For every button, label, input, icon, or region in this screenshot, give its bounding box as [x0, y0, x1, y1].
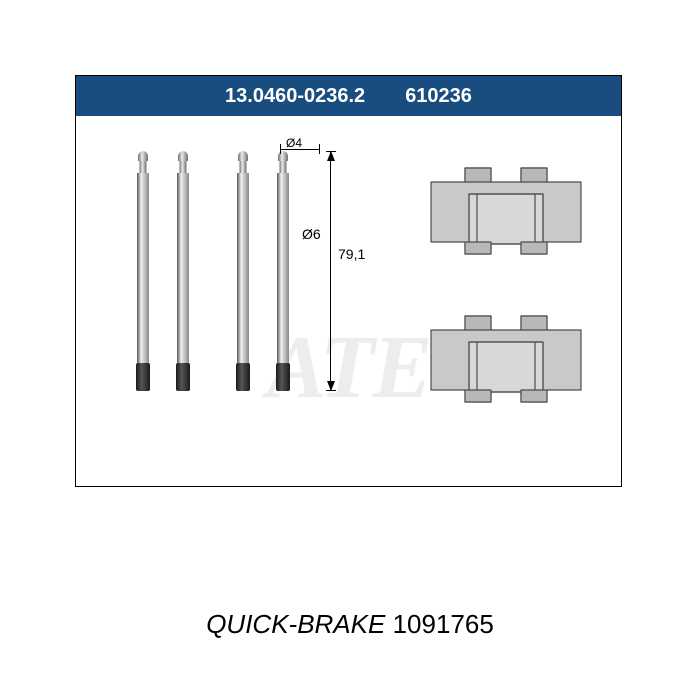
length-arrow-top: [327, 151, 335, 161]
tip-diameter-extent: [280, 149, 320, 150]
retaining-clip: [411, 304, 601, 414]
length-label: 79,1: [338, 246, 365, 262]
length-arrow-bottom: [327, 381, 335, 391]
guide-pin: [236, 151, 250, 391]
bottom-caption: QUICK-BRAKE 1091765: [0, 609, 700, 640]
part-number-long: 13.0460-0236.2: [225, 85, 365, 108]
guide-pin: [276, 151, 290, 391]
brand-name: QUICK-BRAKE: [206, 609, 385, 639]
tip-diameter-label: Ø4: [286, 136, 302, 150]
shaft-diameter-label: Ø6: [302, 226, 321, 242]
diagram-frame: 13.0460-0236.2 610236 ATE Ø4 Ø6 79,1: [75, 75, 622, 487]
guide-pin: [136, 151, 150, 391]
length-extent-bar: [330, 151, 331, 391]
watermark-logo: ATE: [266, 316, 430, 419]
retaining-clip: [411, 156, 601, 266]
brand-code: 1091765: [393, 609, 494, 639]
header-band: 13.0460-0236.2 610236: [76, 76, 621, 116]
guide-pin: [176, 151, 190, 391]
part-number-short: 610236: [405, 85, 472, 108]
